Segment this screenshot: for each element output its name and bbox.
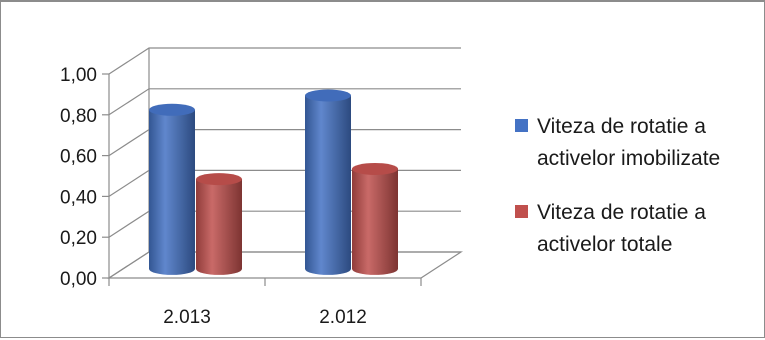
- y-tick-label: 0,60: [60, 147, 97, 168]
- legend-label: Viteza de rotatie a: [537, 115, 706, 138]
- y-tick-label: 0,80: [60, 106, 97, 127]
- y-tick-label: 0,00: [60, 269, 97, 290]
- bar-body: [352, 168, 398, 275]
- x-axis-tick-labels: 2.013 2.012: [163, 307, 367, 328]
- bar: [196, 173, 242, 275]
- y-tick-label: 1,00: [60, 65, 97, 86]
- bar-series: [149, 89, 398, 275]
- y-tick-label: 0,40: [60, 187, 97, 208]
- legend-label: Viteza de rotatie a: [537, 201, 706, 224]
- bar-top: [305, 89, 351, 102]
- bar: [149, 103, 195, 275]
- legend-swatch: [515, 119, 528, 132]
- y-tick-label: 0,20: [60, 228, 97, 249]
- x-tick-label: 2.013: [163, 307, 211, 328]
- legend-swatch: [515, 205, 528, 218]
- legend: Viteza de rotatie a activelor imobilizate…: [515, 115, 720, 256]
- gridline: [108, 47, 461, 75]
- bar-body: [305, 95, 351, 275]
- bar-top: [149, 103, 195, 116]
- bar-top: [352, 162, 398, 175]
- x-tick-label: 2.012: [319, 307, 367, 328]
- bar: [352, 162, 398, 275]
- bar-body: [196, 179, 242, 275]
- legend-label: activelor imobilizate: [537, 147, 720, 170]
- bar: [305, 89, 351, 275]
- y-axis-tick-labels: 0,00 0,20 0,40 0,60 0,80 1,00: [60, 65, 97, 290]
- bar-top: [196, 173, 242, 186]
- bar-body: [149, 109, 195, 275]
- legend-label: activelor totale: [537, 233, 672, 256]
